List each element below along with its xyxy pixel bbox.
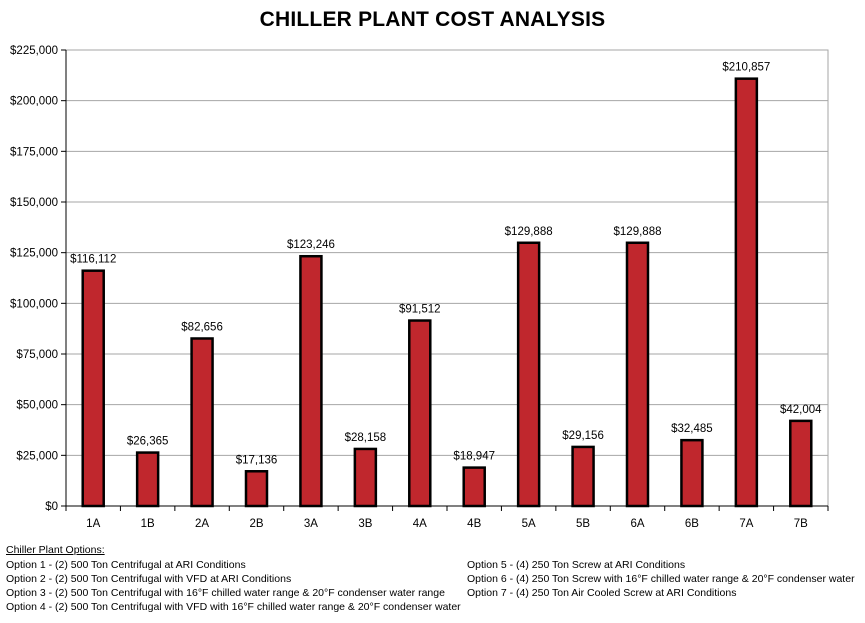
note-option-1: Option 1 - (2) 500 Ton Centrifugal at AR…	[6, 558, 246, 571]
bar-6b	[680, 438, 704, 508]
bars	[81, 77, 813, 508]
note-option-3: Option 3 - (2) 500 Ton Centrifugal with …	[6, 586, 445, 599]
bar-chart: $0 $25,000 $50,000 $75,000 $100,000 $125,000 $…	[10, 45, 829, 530]
bar-4a	[408, 319, 432, 508]
note-option-5: Option 5 - (4) 250 Ton Screw at ARI Cond…	[467, 558, 686, 571]
x-tick-label-4b: 4B	[467, 518, 481, 530]
bar-4b	[462, 466, 486, 508]
bar-7b	[789, 419, 813, 508]
x-tick-label-4a: 4A	[413, 518, 427, 530]
x-tick-label-1a: 1A	[86, 518, 100, 530]
x-tick-label-6b: 6B	[685, 518, 699, 530]
bar-2a	[190, 337, 214, 508]
bar-6a	[625, 241, 650, 508]
y-tick-label: $125,000	[10, 248, 58, 260]
x-tick-label-5b: 5B	[576, 518, 590, 530]
x-tick-label-7b: 7B	[794, 518, 808, 530]
bar-1a	[81, 269, 105, 508]
data-label-4a: $91,512	[399, 304, 441, 316]
x-tick-label-3b: 3B	[358, 518, 372, 530]
data-label-1b: $26,365	[127, 436, 169, 448]
data-labels: $116,112 $26,365 $82,656 $17,136 $123,246 $28…	[70, 62, 822, 467]
bar-5a	[516, 241, 541, 508]
bar-3a	[299, 254, 323, 508]
chiller-plant-options-notes: Chiller Plant Options: Option 1 - (2) 50…	[6, 543, 861, 619]
y-tick-label: $50,000	[16, 400, 58, 412]
bar-3b	[353, 447, 378, 508]
data-label-3a: $123,246	[287, 239, 335, 251]
data-label-3b: $28,158	[345, 432, 387, 444]
notes-heading: Chiller Plant Options:	[6, 544, 105, 556]
y-tick-label: $150,000	[10, 197, 58, 209]
x-tick-label-2a: 2A	[195, 518, 209, 530]
y-tick-label: $0	[45, 501, 58, 513]
data-label-7b: $42,004	[780, 404, 822, 416]
y-tick-label: $75,000	[16, 349, 58, 361]
x-tick-label-1b: 1B	[141, 518, 155, 530]
gridlines	[65, 49, 829, 507]
data-label-6b: $32,485	[671, 423, 713, 435]
x-tick-label-7a: 7A	[739, 518, 753, 530]
note-option-4: Option 4 - (2) 500 Ton Centrifugal with …	[6, 601, 461, 614]
data-label-5a: $129,888	[505, 226, 553, 238]
x-tick-label-3a: 3A	[304, 518, 318, 530]
y-tick-label: $175,000	[10, 146, 58, 158]
data-label-5b: $29,156	[562, 430, 604, 442]
x-tick-label-5a: 5A	[522, 518, 536, 530]
y-tick-label: $25,000	[16, 450, 58, 462]
bar-2b	[244, 470, 269, 508]
x-tick-label-6a: 6A	[630, 518, 644, 530]
data-label-4b: $18,947	[453, 451, 495, 463]
plot-frame	[65, 49, 829, 507]
axes: $0 $25,000 $50,000 $75,000 $100,000 $125,000 $…	[10, 45, 829, 530]
bar-7a	[734, 77, 759, 508]
data-label-1a: $116,112	[70, 254, 116, 266]
y-tick-label: $200,000	[10, 96, 58, 108]
data-label-7a: $210,857	[722, 62, 770, 74]
bar-5b	[571, 445, 595, 508]
x-tick-label-2b: 2B	[249, 518, 263, 530]
data-label-2a: $82,656	[181, 321, 223, 333]
note-option-2: Option 2 - (2) 500 Ton Centrifugal with …	[6, 572, 292, 585]
bar-1b	[135, 451, 160, 508]
note-option-7: Option 7 - (4) 250 Ton Air Cooled Screw …	[467, 586, 737, 599]
y-tick-label: $225,000	[10, 45, 58, 57]
note-option-6: Option 6 - (4) 250 Ton Screw with 16°F c…	[467, 572, 855, 585]
data-label-2b: $17,136	[236, 454, 278, 466]
y-tick-label: $100,000	[10, 298, 58, 310]
data-label-6a: $129,888	[614, 226, 662, 238]
chart-title: CHILLER PLANT COST ANALYSIS	[259, 8, 606, 31]
